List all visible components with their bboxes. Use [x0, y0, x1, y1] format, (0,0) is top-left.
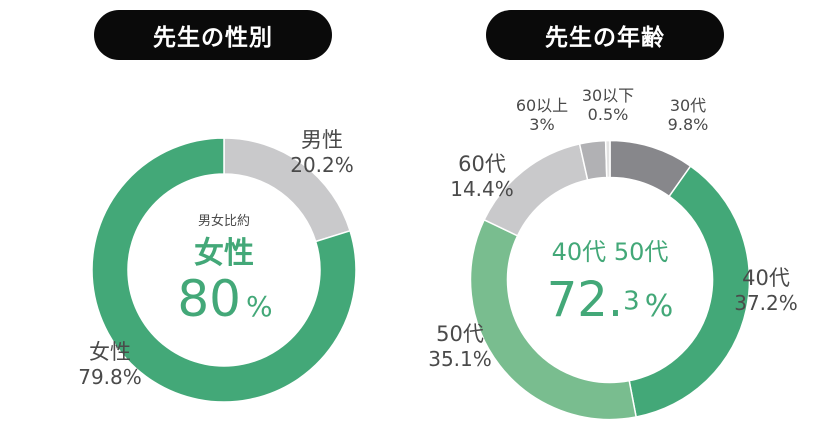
age-chart-title: 先生の年齢: [486, 10, 724, 60]
gender-center-caption: 男女比約: [197, 214, 250, 229]
gender-center-number: 80: [177, 270, 241, 328]
label-60-plus-category: 60以上: [515, 96, 569, 115]
age-slice-5: [604, 139, 611, 179]
age-center-number: 72.: [546, 272, 624, 328]
label-60-plus: 60以上 3%: [506, 96, 578, 134]
gender-center-unit: %: [246, 290, 273, 323]
label-30-minus-percent: 0.5%: [587, 105, 629, 125]
label-30s-percent: 9.8%: [667, 115, 709, 135]
gender-center-value: 80 %: [160, 270, 290, 328]
label-50s: 50代 35.1%: [418, 322, 502, 371]
age-slice-1: [628, 165, 751, 418]
label-30s-category: 30代: [669, 96, 707, 115]
age-center-unit: %: [644, 289, 674, 324]
age-center-label: 40代 50代: [530, 232, 690, 267]
label-female: 女性 79.8%: [60, 340, 160, 389]
label-50s-percent: 35.1%: [428, 347, 492, 372]
age-slice-2: [469, 218, 638, 421]
label-60s-percent: 14.4%: [450, 177, 514, 202]
gender-center-label: 女性: [194, 236, 254, 271]
label-male: 男性 20.2%: [282, 128, 362, 177]
label-female-category: 女性: [89, 340, 131, 364]
gender-chart-title: 先生の性別: [94, 10, 332, 60]
label-40s-category: 40代: [742, 266, 790, 290]
label-60s: 60代 14.4%: [440, 152, 524, 201]
label-40s-percent: 37.2%: [734, 291, 798, 316]
age-center-label-40s: 40代: [551, 238, 607, 266]
label-30s: 30代 9.8%: [652, 96, 724, 134]
label-30-minus: 30以下 0.5%: [572, 86, 644, 124]
age-center-value: 72.3 %: [520, 272, 700, 328]
label-female-percent: 79.8%: [78, 365, 142, 390]
label-40s: 40代 37.2%: [724, 266, 808, 315]
label-male-percent: 20.2%: [290, 153, 354, 178]
age-center-number-decimal: 3: [623, 286, 640, 317]
label-60s-category: 60代: [458, 152, 506, 176]
label-30-minus-category: 30以下: [581, 86, 635, 105]
age-center-label-50s: 50代: [613, 238, 669, 266]
label-60-plus-percent: 3%: [529, 115, 555, 135]
label-male-category: 男性: [301, 128, 343, 152]
gender-slice-1: [91, 137, 357, 403]
label-50s-category: 50代: [436, 322, 484, 346]
